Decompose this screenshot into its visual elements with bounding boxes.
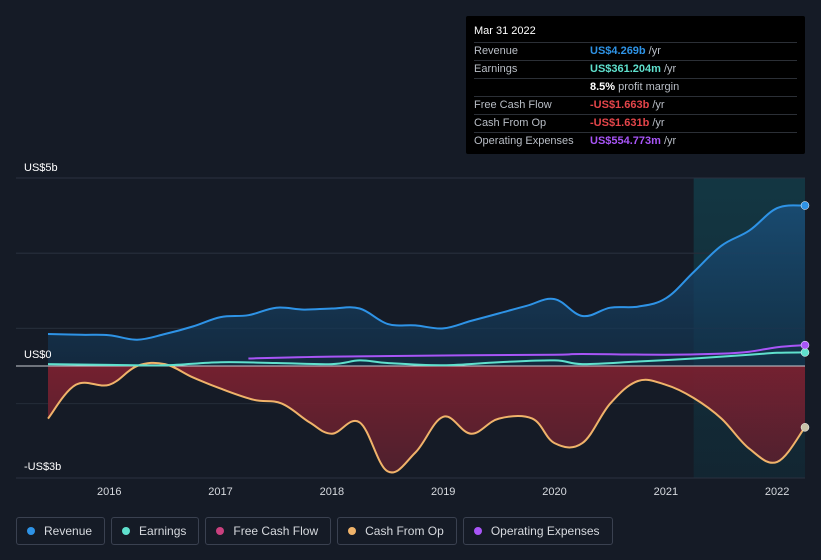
legend-dot-icon [122, 527, 131, 535]
legend-item-free-cash-flow[interactable]: Free Cash Flow [205, 517, 332, 545]
end-dot-revenue [800, 201, 810, 210]
revenue-area [48, 205, 805, 366]
legend-item-cash-from-op[interactable]: Cash From Op [337, 517, 457, 545]
end-dot-earnings [800, 348, 810, 357]
tooltip-value: -US$1.631b [590, 117, 650, 129]
tooltip-row: 8.5% profit margin [474, 79, 797, 97]
y-label-zero: US$0 [24, 349, 52, 361]
tooltip-value: 8.5% [590, 81, 616, 93]
legend-label: Cash From Op [365, 524, 444, 538]
tooltip-label: Cash From Op [474, 117, 547, 129]
legend-dot-icon [27, 527, 35, 535]
y-label-top: US$5b [24, 162, 58, 174]
end-dot-operating-expenses [800, 340, 810, 350]
x-tick-label: 2017 [208, 486, 232, 498]
tooltip-value: US$554.773m [590, 135, 661, 147]
tooltip-row: Free Cash Flow -US$1.663b/yr [474, 97, 797, 115]
tooltip-rows: Revenue US$4.269b/yr Earnings US$361.204m/y… [474, 43, 797, 150]
legend-label: Earnings [139, 524, 187, 538]
legend-dot-icon [348, 527, 357, 535]
series-line-cash-from-op [47, 361, 806, 474]
tooltip-unit: /yr [648, 45, 661, 57]
tooltip-row: Cash From Op -US$1.631b/yr [474, 115, 797, 133]
tooltip-value: -US$1.663b [590, 99, 650, 111]
tooltip-value: US$4.269b [590, 45, 646, 57]
tooltip-row: Revenue US$4.269b/yr [474, 43, 797, 61]
x-tick-label: 2018 [320, 486, 344, 498]
tooltip-unit: profit margin [618, 81, 680, 93]
cash-from-op-area [48, 362, 805, 473]
x-tick-label: 2016 [97, 486, 121, 498]
series-line-earnings [47, 351, 806, 367]
end-dot-cash-from-op [800, 423, 810, 432]
x-tick-label: 2021 [654, 486, 678, 498]
series-lines [47, 204, 806, 474]
x-tick-label: 2019 [431, 486, 455, 498]
tooltip-label: Earnings [474, 63, 518, 75]
x-tick-label: 2020 [542, 486, 566, 498]
legend: Revenue Earnings Free Cash Flow Cash From O… [16, 517, 613, 547]
tooltip-row: Earnings US$361.204m/yr [474, 61, 797, 79]
tooltip-label: Revenue [474, 45, 519, 57]
x-tick-label: 2022 [765, 486, 789, 498]
tooltip-unit: /yr [663, 63, 677, 75]
legend-dot-icon [216, 527, 225, 535]
series-line-operating-expenses [248, 344, 806, 360]
x-axis-ticks: 2016 2017 2018 2019 2020 2021 2022 [97, 486, 789, 498]
legend-item-earnings[interactable]: Earnings [111, 517, 200, 545]
tooltip-row: Operating Expenses US$554.773m/yr [474, 133, 797, 150]
legend-label: Free Cash Flow [233, 524, 319, 538]
tooltip-label: Free Cash Flow [474, 99, 552, 111]
legend-dot-icon [473, 527, 482, 535]
series-end-markers [800, 201, 810, 432]
tooltip-unit: /yr [652, 117, 665, 129]
tooltip-unit: /yr [652, 99, 665, 111]
legend-label: Operating Expenses [490, 524, 600, 538]
tooltip-date: Mar 31 2022 [474, 24, 797, 43]
legend-item-operating-expenses[interactable]: Operating Expenses [462, 517, 613, 545]
tooltip-label [474, 79, 590, 96]
tooltip-unit: /yr [663, 135, 677, 147]
y-label-bottom: -US$3b [24, 461, 61, 473]
legend-item-revenue[interactable]: Revenue [16, 517, 106, 545]
series-line-revenue [47, 204, 806, 341]
legend-label: Revenue [44, 524, 93, 538]
tooltip: Mar 31 2022 Revenue US$4.269b/yr Earnings U… [466, 16, 805, 154]
tooltip-value: US$361.204m [590, 63, 661, 75]
tooltip-label: Operating Expenses [474, 135, 574, 147]
